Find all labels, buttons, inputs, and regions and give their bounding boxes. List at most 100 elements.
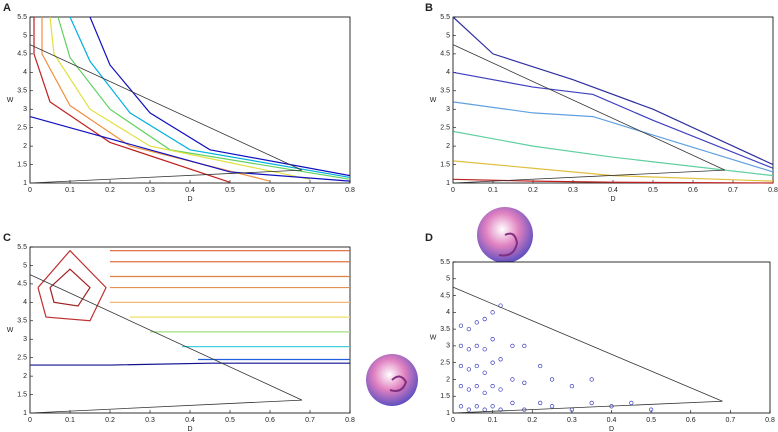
- x-tick-label: 0.7: [305, 187, 315, 194]
- y-tick-label: 3.5: [440, 88, 450, 95]
- x-tick-label: 0.2: [528, 187, 538, 194]
- x-tick-label: 0.3: [145, 417, 155, 424]
- y-tick-label: 5: [23, 32, 27, 39]
- y-tick-label: 5.5: [17, 244, 27, 251]
- y-tick-label: 2: [23, 143, 27, 150]
- scatter-point: [490, 404, 495, 409]
- y-tick-label: 2.5: [17, 355, 27, 362]
- contour-line: [452, 71, 774, 169]
- scatter-point: [569, 384, 575, 389]
- scatter-point: [482, 390, 487, 396]
- contour-line: [57, 16, 351, 180]
- y-tick-label: 4.5: [17, 51, 27, 58]
- scatter-point: [490, 337, 495, 342]
- x-tick-label: 0.8: [345, 417, 355, 424]
- x-tick-label: 0: [28, 417, 32, 424]
- x-tick-label: 0.8: [765, 417, 775, 424]
- scatter-point: [466, 347, 472, 352]
- contour-line: [452, 160, 774, 182]
- x-tick-label: 0.5: [225, 187, 235, 194]
- boundary-line: [452, 286, 723, 414]
- scatter-point: [458, 384, 464, 389]
- scatter-point: [474, 343, 479, 349]
- scatter-point: [466, 367, 472, 372]
- scatter-point: [498, 407, 503, 412]
- x-tick-label: 0.6: [688, 187, 698, 194]
- boundary-line: [29, 44, 303, 184]
- y-tick-label: 5: [446, 32, 450, 39]
- y-tick-label: 5: [446, 276, 450, 283]
- plot-area: [29, 16, 351, 184]
- y-tick-label: 4: [446, 309, 450, 316]
- scatter-point: [466, 326, 472, 332]
- contour-line: [33, 17, 231, 183]
- scatter-point: [549, 404, 555, 409]
- boundary-line: [452, 44, 726, 184]
- y-tick-label: 5.5: [440, 259, 450, 266]
- y-tick-label: 4.5: [440, 292, 450, 299]
- y-tick-label: 1.5: [440, 161, 450, 168]
- contour-line: [49, 268, 91, 307]
- shell-image-left: [366, 354, 418, 406]
- contour-line: [452, 178, 774, 184]
- panel-label: C: [3, 232, 11, 244]
- y-tick-label: 2.5: [440, 360, 450, 367]
- x-tick-label: 0: [451, 187, 455, 194]
- panel-label: D: [425, 232, 433, 244]
- plot-area: [452, 261, 771, 414]
- y-tick-label: 3.5: [17, 318, 27, 325]
- x-tick-label: 0.1: [488, 187, 498, 194]
- scatter-point: [458, 404, 464, 409]
- x-tick-label: 0.6: [265, 187, 275, 194]
- x-tick-label: 0.4: [185, 417, 195, 424]
- x-tick-label: 0.6: [686, 417, 696, 424]
- scatter-point: [458, 343, 464, 349]
- y-tick-label: 4: [23, 69, 27, 76]
- y-tick-label: 2: [446, 376, 450, 383]
- x-axis-label: D: [610, 196, 615, 203]
- y-axis-label: W: [430, 97, 437, 104]
- y-axis-label: W: [7, 97, 14, 104]
- scatter-point: [589, 400, 594, 406]
- x-tick-label: 0.4: [185, 187, 195, 194]
- plot-area: [29, 246, 351, 414]
- y-tick-label: 3: [446, 343, 450, 350]
- scatter-point: [510, 377, 515, 382]
- scatter-point: [458, 363, 464, 369]
- contour-line: [29, 116, 351, 182]
- y-tick-label: 5.5: [17, 14, 27, 21]
- panel-label: B: [425, 2, 433, 14]
- y-tick-label: 4.5: [17, 281, 27, 288]
- contour-line: [452, 130, 774, 177]
- x-tick-label: 0.8: [345, 187, 355, 194]
- scatter-point: [474, 404, 479, 409]
- scatter-point: [510, 343, 515, 349]
- y-tick-label: 1: [23, 410, 27, 417]
- scatter-point: [490, 310, 495, 315]
- y-tick-label: 3: [446, 106, 450, 113]
- scatter-point: [466, 407, 472, 412]
- scatter-point: [510, 400, 515, 406]
- x-tick-label: 0.2: [105, 417, 115, 424]
- y-tick-label: 3.5: [17, 88, 27, 95]
- scatter-point: [482, 316, 487, 322]
- panel-label: A: [3, 2, 11, 14]
- y-tick-label: 5: [23, 262, 27, 269]
- y-tick-label: 3: [23, 336, 27, 343]
- x-axis-label: D: [609, 426, 614, 432]
- contour-line: [452, 101, 774, 173]
- y-tick-label: 3: [23, 106, 27, 113]
- y-tick-label: 2: [446, 143, 450, 150]
- x-tick-label: 0.4: [608, 187, 618, 194]
- scatter-point: [522, 380, 527, 385]
- y-tick-label: 2.5: [440, 125, 450, 132]
- contour-line: [89, 16, 351, 177]
- y-tick-label: 2: [23, 373, 27, 380]
- y-axis-label: W: [7, 327, 14, 334]
- x-tick-label: 0.1: [488, 417, 498, 424]
- x-tick-label: 0.7: [728, 187, 738, 194]
- scatter-point: [474, 384, 479, 389]
- x-tick-label: 0.5: [646, 417, 656, 424]
- contour-line: [49, 16, 311, 180]
- x-tick-label: 0.1: [65, 417, 75, 424]
